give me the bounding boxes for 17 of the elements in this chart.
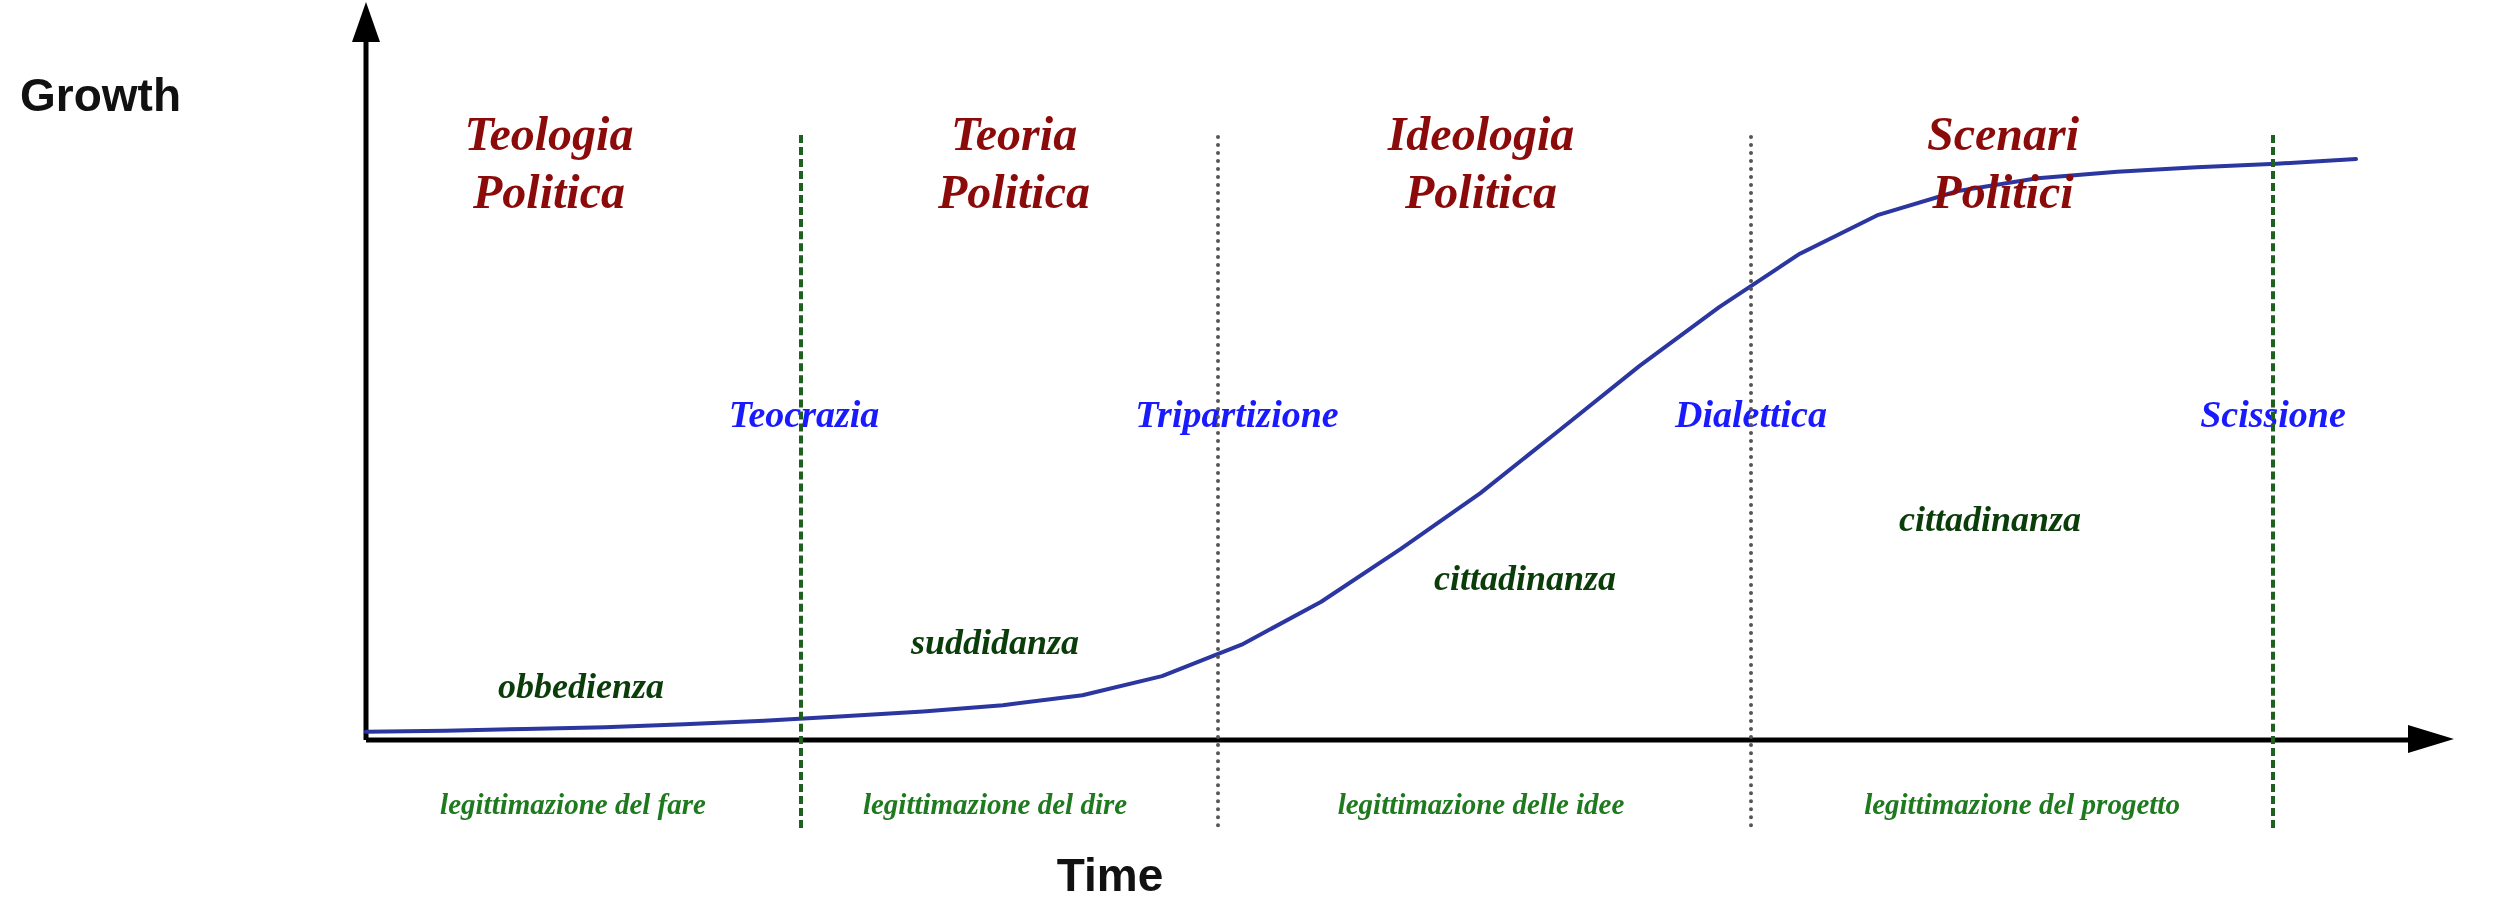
y-axis-title: Growth: [20, 68, 181, 121]
annotation: Scissione: [2200, 392, 2346, 435]
annotation: Ideologia Politica: [1386, 107, 1575, 219]
annotation: Teocrazia: [728, 392, 880, 435]
annotation: suddidanza: [909, 622, 1080, 663]
annotation: cittadinanza: [1433, 558, 1617, 599]
annotation: obbedienza: [498, 666, 664, 707]
text: legittimazione del dire: [862, 788, 1128, 821]
x-axis-title: Time: [1056, 848, 1164, 901]
text: legittimazione del fare: [440, 788, 707, 821]
annotation: Teoria Politica: [937, 107, 1090, 219]
annotation: Tripartizione: [1135, 392, 1339, 435]
annotation: Teologia Politica: [464, 107, 634, 219]
text: legittimazione delle idee: [1337, 788, 1625, 821]
text: legittimazione del progetto: [1864, 788, 2180, 821]
annotation: Dialettica: [1674, 392, 1827, 435]
annotation: cittadinanza: [1898, 499, 2082, 540]
